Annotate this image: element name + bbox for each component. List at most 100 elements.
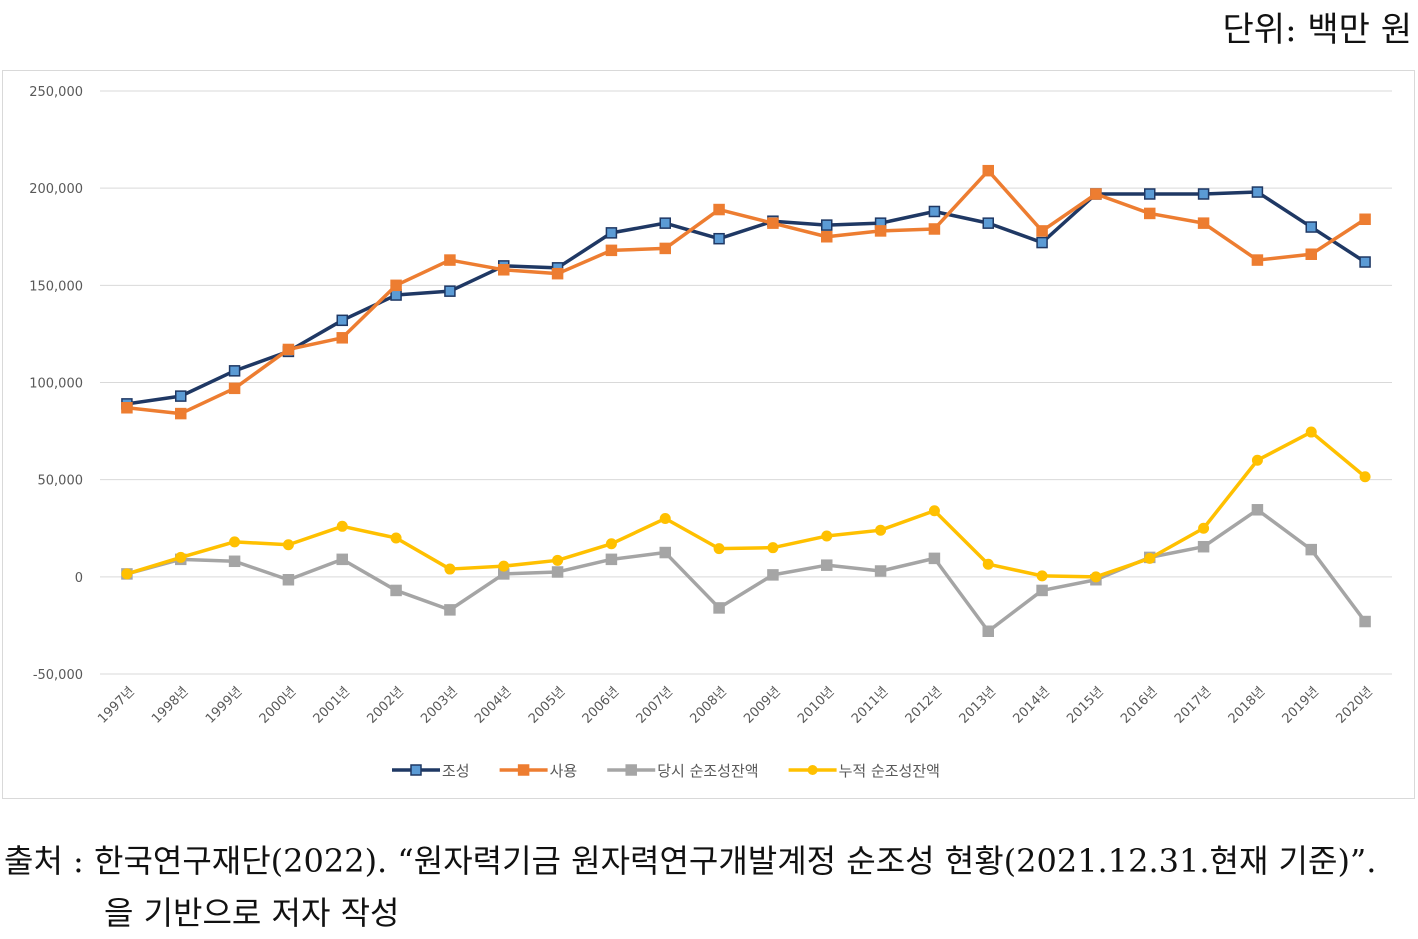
data-point bbox=[1197, 540, 1210, 553]
data-point bbox=[605, 227, 618, 239]
x-tick-label: 2010년 bbox=[795, 684, 837, 726]
data-point bbox=[282, 573, 295, 586]
data-point bbox=[121, 402, 133, 414]
data-point bbox=[1305, 248, 1317, 260]
data-point bbox=[1251, 254, 1264, 266]
data-point bbox=[605, 244, 618, 257]
x-tick-label: 2018년 bbox=[1226, 684, 1268, 726]
data-point bbox=[228, 365, 241, 377]
data-point bbox=[928, 205, 941, 218]
data-point bbox=[1036, 236, 1048, 249]
data-point bbox=[1251, 186, 1264, 198]
data-point bbox=[1144, 552, 1156, 564]
data-point bbox=[1197, 188, 1210, 200]
x-tick-label: 1999년 bbox=[203, 684, 245, 726]
data-point bbox=[390, 279, 402, 292]
data-point bbox=[228, 382, 241, 395]
y-tick-label: 150,000 bbox=[29, 279, 83, 294]
data-point bbox=[1144, 207, 1156, 220]
data-point bbox=[821, 231, 833, 243]
data-point bbox=[1036, 225, 1048, 237]
data-point bbox=[390, 289, 402, 301]
series-3 bbox=[121, 504, 1371, 637]
series-line bbox=[126, 168, 1367, 416]
data-point bbox=[498, 264, 510, 276]
data-point bbox=[444, 285, 456, 297]
chart-area: -50,000 0 50,000 100,000 150,000 200,000 250,0… bbox=[2, 70, 1415, 799]
data-point bbox=[498, 560, 510, 572]
data-point bbox=[767, 217, 779, 229]
legend-label: 누적 순조성잔액 bbox=[839, 762, 940, 780]
data-point bbox=[1359, 213, 1371, 226]
data-point bbox=[1305, 426, 1317, 438]
data-point bbox=[713, 203, 725, 216]
data-point bbox=[282, 343, 295, 356]
data-point bbox=[767, 542, 779, 554]
data-point bbox=[175, 407, 187, 420]
data-point bbox=[1359, 471, 1371, 483]
data-point bbox=[875, 524, 887, 536]
data-point bbox=[1090, 571, 1102, 583]
source-note: 출처 : 한국연구재단(2022). “원자력기금 원자력연구개발계정 순조성 … bbox=[4, 835, 1376, 939]
x-tick-label: 1998년 bbox=[149, 684, 191, 726]
data-point bbox=[1359, 256, 1371, 268]
series-line bbox=[126, 430, 1367, 579]
x-tick-label: 2019년 bbox=[1280, 684, 1322, 726]
legend-item: 누적 순조성잔액 bbox=[788, 762, 940, 780]
data-point bbox=[713, 232, 725, 245]
data-point bbox=[1198, 522, 1210, 534]
unit-label: 단위: 백만 원 bbox=[1222, 10, 1412, 50]
data-point bbox=[659, 546, 671, 559]
data-point bbox=[444, 254, 456, 266]
data-point bbox=[552, 554, 564, 566]
line-chart: -50,000 0 50,000 100,000 150,000 200,000 250,0… bbox=[29, 85, 1392, 780]
legend-item: 조성 bbox=[392, 762, 470, 780]
x-tick-label: 2008년 bbox=[687, 684, 729, 726]
data-point bbox=[229, 536, 241, 548]
y-tick-label: 50,000 bbox=[38, 474, 84, 489]
legend-swatch-marker bbox=[807, 765, 818, 775]
x-tick-label: 2014년 bbox=[1010, 684, 1052, 726]
legend-label: 조성 bbox=[442, 762, 470, 780]
data-point bbox=[1305, 543, 1317, 556]
x-tick-label: 2020년 bbox=[1333, 684, 1375, 726]
data-point bbox=[336, 520, 348, 532]
x-tick-label: 2001년 bbox=[311, 684, 353, 726]
legend-label: 당시 순조성잔액 bbox=[657, 762, 758, 780]
data-point bbox=[982, 217, 994, 229]
data-point bbox=[390, 532, 402, 544]
data-point bbox=[659, 217, 671, 229]
data-point bbox=[874, 565, 887, 577]
data-point bbox=[605, 553, 618, 566]
data-point bbox=[821, 219, 833, 231]
data-point bbox=[1144, 188, 1156, 200]
x-tick-label: 2003년 bbox=[418, 684, 460, 726]
data-point bbox=[928, 505, 940, 517]
data-point bbox=[390, 584, 402, 597]
data-point bbox=[659, 242, 671, 255]
data-point bbox=[1251, 454, 1263, 466]
x-tick-label: 2016년 bbox=[1118, 684, 1160, 726]
data-point bbox=[228, 555, 241, 568]
legend-swatch-marker bbox=[410, 764, 422, 776]
x-tick-label: 2013년 bbox=[957, 684, 999, 726]
x-tick-label: 2006년 bbox=[580, 684, 622, 726]
legend-swatch-marker bbox=[625, 764, 637, 776]
y-tick-label: 250,000 bbox=[29, 85, 83, 100]
data-point bbox=[713, 543, 725, 555]
series-2 bbox=[121, 164, 1371, 420]
data-point bbox=[1359, 615, 1371, 628]
x-tick-label: 2000년 bbox=[257, 684, 299, 726]
series-line bbox=[126, 190, 1367, 406]
x-tick-label: 2017년 bbox=[1172, 684, 1214, 726]
source-line-2: 을 기반으로 저자 작성 bbox=[104, 894, 400, 932]
legend-swatch-marker bbox=[517, 764, 530, 776]
data-point bbox=[928, 552, 941, 565]
data-point bbox=[982, 164, 994, 177]
data-point bbox=[659, 513, 671, 525]
data-point bbox=[821, 530, 833, 542]
x-tick-label: 2015년 bbox=[1064, 684, 1106, 726]
data-point bbox=[175, 551, 187, 563]
data-point bbox=[121, 568, 133, 580]
data-point bbox=[336, 314, 348, 327]
